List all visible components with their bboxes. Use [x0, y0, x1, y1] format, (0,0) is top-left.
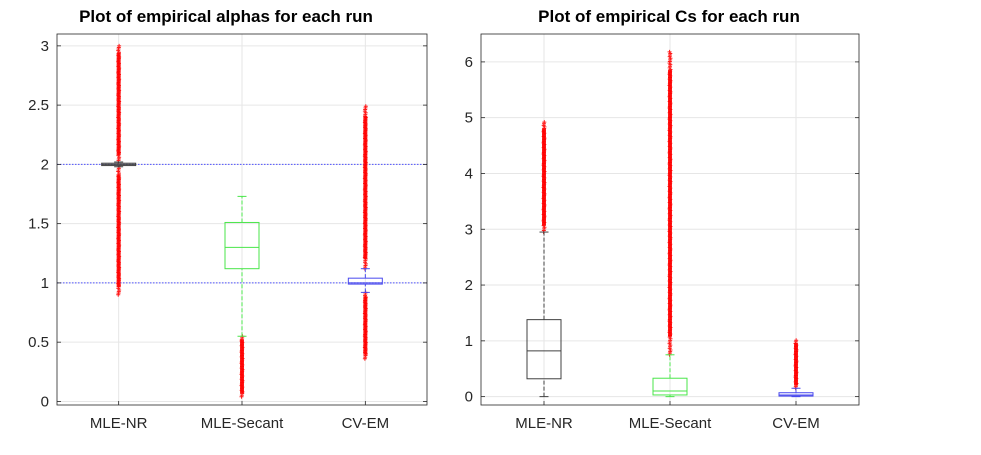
cs-iqr-box [652, 377, 688, 396]
alpha-outlier-band [240, 339, 244, 394]
cs-outlier-marker [794, 338, 799, 343]
cs-iqr-box [778, 392, 814, 397]
alpha-ytick-label: 2 [41, 156, 49, 173]
cs-ytick-label: 1 [465, 333, 473, 350]
alpha-iqr-box [224, 221, 260, 270]
cs-outlier-marker [542, 120, 547, 125]
cs-xtick-label: CV-EM [772, 415, 820, 432]
alpha-iqr-box [347, 277, 383, 285]
cs-boxplot-panel: Plot of empirical Cs for each run 0 1 2 3 4 5… [465, 7, 860, 432]
cs-ytick-label: 3 [465, 221, 473, 238]
alpha-xtick-label: MLE-NR [90, 415, 148, 432]
cs-chart-title: Plot of empirical Cs for each run [538, 7, 800, 26]
alpha-outlier-band [116, 174, 121, 288]
cs-box-mle-secant [652, 49, 688, 398]
alpha-outlier-band [116, 52, 121, 156]
cs-ytick-label: 2 [465, 277, 473, 294]
cs-xtick-label: MLE-NR [515, 415, 573, 432]
alpha-box-cv-em [347, 104, 383, 361]
alpha-outlier-band [363, 116, 368, 259]
alpha-outlier-marker [117, 43, 122, 48]
alpha-ytick-label: 3 [41, 38, 49, 55]
cs-ytick-label: 6 [465, 54, 473, 71]
cs-box-cv-em [778, 338, 814, 398]
alpha-ytick-label: 2.5 [28, 97, 49, 114]
cs-outlier-marker [667, 49, 672, 54]
alpha-boxplot-panel: Plot of empirical alphas for each run 0 0… [28, 7, 428, 432]
cs-iqr-box [526, 319, 562, 380]
cs-xtick-label: MLE-Secant [629, 415, 712, 432]
cs-ytick-label: 5 [465, 110, 473, 127]
alpha-box-mle-nr [101, 43, 137, 297]
alpha-xtick-label: CV-EM [342, 415, 390, 432]
alpha-outlier-band [363, 296, 368, 355]
alpha-ytick-label: 0 [41, 393, 49, 410]
cs-ytick-label: 4 [465, 165, 473, 182]
alpha-ytick-label: 0.5 [28, 334, 49, 351]
alpha-xtick-label: MLE-Secant [201, 415, 284, 432]
alpha-chart-title: Plot of empirical alphas for each run [79, 7, 373, 26]
alpha-outlier-marker [363, 104, 368, 109]
alpha-ytick-label: 1.5 [28, 216, 49, 233]
cs-ytick-label: 0 [465, 389, 473, 406]
cs-outlier-band [668, 70, 672, 337]
cs-outlier-band [542, 128, 546, 226]
alpha-box-mle-secant [224, 195, 260, 399]
cs-box-mle-nr [526, 120, 562, 398]
cs-outlier-band [794, 343, 798, 386]
alpha-ytick-label: 1 [41, 275, 49, 292]
